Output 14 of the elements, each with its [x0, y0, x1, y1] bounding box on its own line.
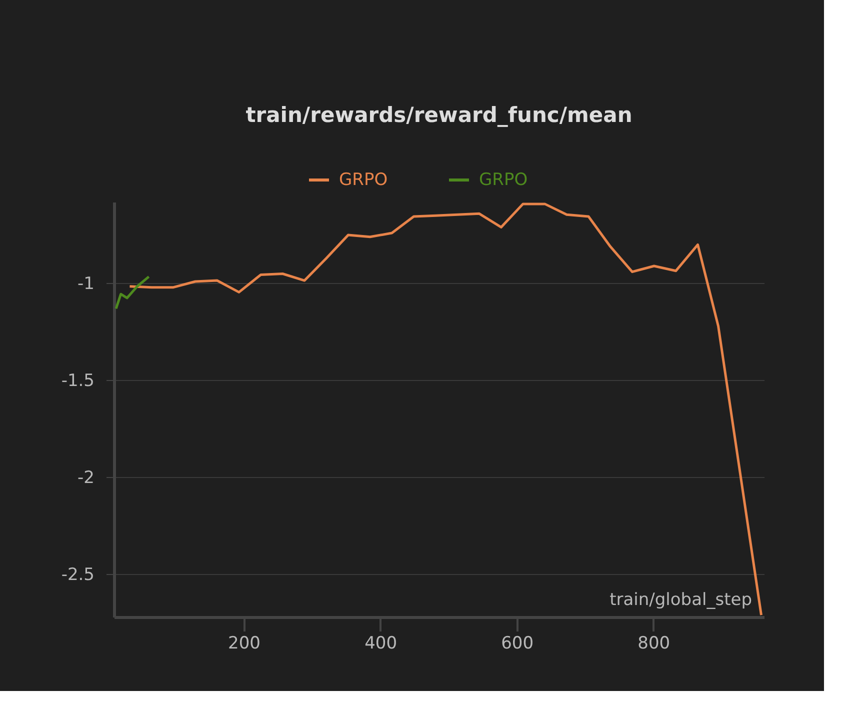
line-series — [114, 275, 150, 310]
legend-label: GRPO — [479, 170, 528, 190]
chart-title: train/rewards/reward_func/mean — [246, 103, 632, 127]
x-tick-label: 800 — [638, 634, 670, 654]
y-tick-label: -1.5 — [61, 370, 94, 391]
x-tick-label: 200 — [228, 634, 260, 654]
y-tick-label: -2 — [78, 468, 94, 488]
x-tick-label: 600 — [501, 634, 534, 654]
line-series — [128, 202, 763, 616]
x-axis-title: train/global_step — [610, 590, 752, 610]
y-tick-label: -2.5 — [61, 564, 94, 585]
x-tick-label: 400 — [364, 634, 398, 654]
y-tick-label: -1 — [78, 274, 94, 294]
legend-label: GRPO — [339, 170, 388, 190]
